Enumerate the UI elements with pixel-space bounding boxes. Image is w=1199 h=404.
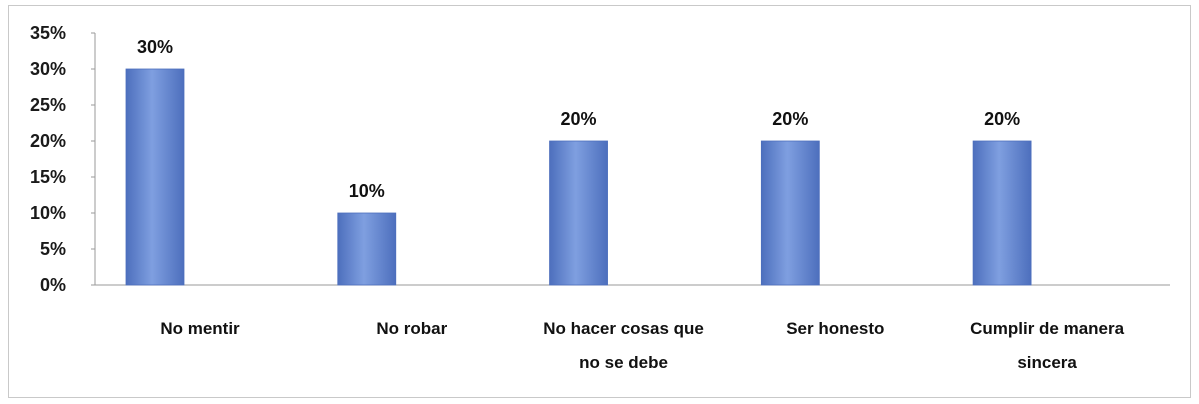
category-label: No robar <box>376 319 447 338</box>
y-tick-label: 10% <box>30 203 66 223</box>
data-label: 20% <box>984 109 1020 129</box>
data-label: 20% <box>772 109 808 129</box>
category-label-line: sincera <box>1017 353 1077 372</box>
category-label-line: Ser honesto <box>786 319 884 338</box>
category-labels: No mentir No robar No hacer cosas que no se… <box>160 319 1124 372</box>
y-tick-label: 35% <box>30 23 66 43</box>
data-label: 20% <box>561 109 597 129</box>
y-tick-label: 30% <box>30 59 66 79</box>
data-labels: 30% 10% 20% 20% 20% <box>137 37 1020 201</box>
data-label: 30% <box>137 37 173 57</box>
category-label-line: No mentir <box>160 319 240 338</box>
category-label-line: no se debe <box>579 353 668 372</box>
y-tick-label: 25% <box>30 95 66 115</box>
category-label: Ser honesto <box>786 319 884 338</box>
bars <box>125 68 1032 286</box>
bar <box>125 68 185 286</box>
category-label-line: No robar <box>376 319 447 338</box>
category-label-line: No hacer cosas que <box>543 319 704 338</box>
category-label: Cumplir de manera sincera <box>970 319 1125 372</box>
y-tick-label: 5% <box>40 239 66 259</box>
y-tick-label: 15% <box>30 167 66 187</box>
category-label: No mentir <box>160 319 240 338</box>
bar <box>337 212 397 286</box>
category-label-line: Cumplir de manera <box>970 319 1125 338</box>
y-tick-label: 20% <box>30 131 66 151</box>
data-label: 10% <box>349 181 385 201</box>
bar <box>760 140 820 286</box>
category-label: No hacer cosas que no se debe <box>543 319 704 372</box>
bar <box>972 140 1032 286</box>
y-tick-label: 0% <box>40 275 66 295</box>
y-tick-labels: 0% 5% 10% 15% 20% 25% 30% 35% <box>30 23 66 295</box>
bar <box>549 140 608 286</box>
